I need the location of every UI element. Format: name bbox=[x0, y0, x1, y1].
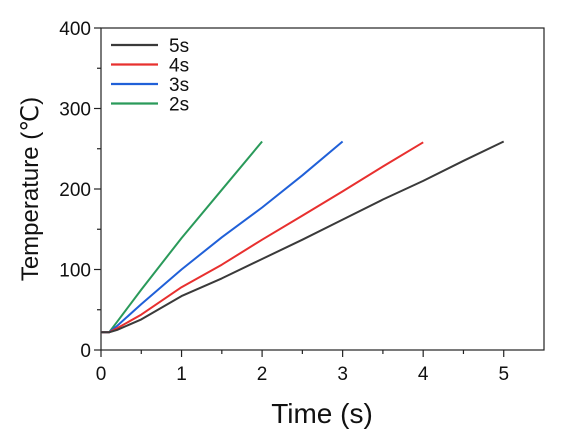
y-tick-label: 200 bbox=[59, 180, 91, 201]
y-tick-label: 100 bbox=[59, 261, 91, 282]
y-tick-label: 0 bbox=[80, 341, 91, 362]
series-line-2s bbox=[101, 140, 263, 334]
legend-label-4s: 4s bbox=[169, 56, 189, 77]
x-axis-title: Time (s) bbox=[271, 398, 373, 429]
y-axis-title: Temperature (℃) bbox=[17, 97, 44, 281]
series-line-4s bbox=[101, 141, 424, 334]
legend-label-5s: 5s bbox=[169, 36, 189, 57]
legend-label-2s: 2s bbox=[169, 95, 189, 116]
x-tick-label: 3 bbox=[337, 364, 348, 385]
data-lines bbox=[101, 140, 505, 334]
series-line-5s bbox=[101, 140, 505, 334]
x-tick-label: 5 bbox=[498, 364, 509, 385]
plot-frame bbox=[100, 27, 545, 351]
axis-ticks bbox=[94, 27, 505, 357]
x-tick-label: 0 bbox=[96, 364, 107, 385]
x-tick-label: 1 bbox=[176, 364, 187, 385]
y-tick-label: 400 bbox=[59, 19, 91, 40]
x-tick-label: 2 bbox=[257, 364, 268, 385]
legend-label-3s: 3s bbox=[169, 75, 189, 96]
x-tick-label: 4 bbox=[418, 364, 429, 385]
axis-tick-labels: 0 1 2 3 4 5 0 100 200 300 400 bbox=[59, 19, 509, 385]
y-tick-label: 300 bbox=[59, 100, 91, 121]
